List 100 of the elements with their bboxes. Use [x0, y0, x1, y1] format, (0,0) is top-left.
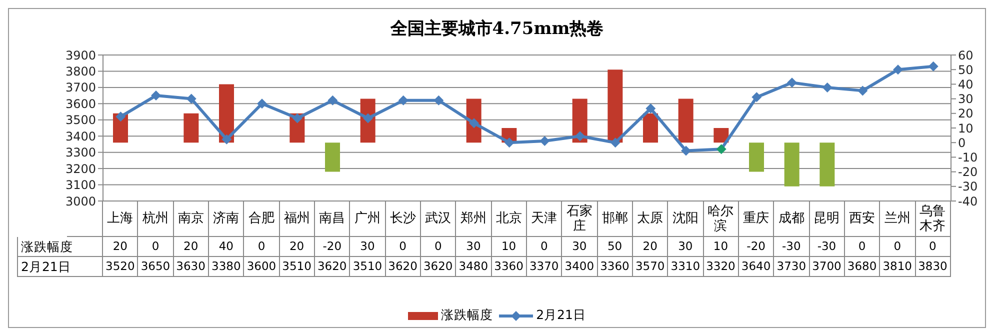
bar: [643, 113, 658, 143]
y-tick-label: 3800: [65, 64, 96, 78]
point: [469, 118, 479, 128]
y-tick-label: 3300: [65, 146, 96, 160]
x-tick-label: 南京: [174, 201, 209, 237]
data-label: 3620: [386, 257, 421, 277]
x-tick-label: 成都: [774, 201, 810, 237]
data-label: 0: [138, 237, 174, 257]
data-label: 3620: [420, 257, 456, 277]
data-label: 20: [280, 237, 315, 257]
data-label: 3830: [916, 257, 951, 277]
data-label: 0: [420, 237, 456, 257]
data-label: 50: [598, 237, 633, 257]
point: [540, 136, 550, 146]
x-tick-label: 兰州: [880, 201, 916, 237]
data-label: 0: [844, 237, 880, 257]
point: [928, 61, 938, 72]
x-tick-label: 合肥: [244, 201, 280, 237]
data-label: 0: [526, 237, 562, 257]
text: 2月21日: [21, 259, 71, 274]
data-label: 3810: [880, 257, 916, 277]
bar: [678, 98, 694, 143]
x-tick-label: 济南: [208, 201, 244, 237]
x-tick-label: 石家庄: [562, 201, 598, 237]
data-label: 3630: [174, 257, 209, 277]
point: [787, 78, 797, 88]
y2-tick-label: 40: [958, 77, 974, 92]
data-label: 3730: [774, 257, 810, 277]
point: [646, 104, 656, 114]
bar: [184, 113, 199, 143]
data-label: 3310: [668, 257, 704, 277]
data-label: 3400: [562, 257, 598, 277]
point: [222, 134, 232, 144]
data-label: 3570: [632, 257, 668, 277]
y-tick-label: 3200: [65, 162, 96, 176]
point: [716, 144, 726, 154]
y2-tick-label: 60: [958, 48, 974, 62]
data-label: 3380: [208, 257, 244, 277]
data-label: 30: [456, 237, 492, 257]
data-label: 30: [562, 237, 598, 257]
data-label: 3370: [526, 257, 562, 277]
x-tick-label: 邯郸: [598, 201, 633, 237]
data-label: 3360: [598, 257, 633, 277]
data-label: 3360: [492, 257, 527, 277]
data-label: 30: [668, 237, 704, 257]
data-label: 3510: [280, 257, 315, 277]
point: [328, 95, 338, 106]
data-label: 0: [880, 237, 916, 257]
data-label: 3620: [314, 257, 350, 277]
x-tick-label: 杭州: [138, 201, 174, 237]
x-tick-label: 北京: [492, 201, 527, 237]
data-label: 3650: [138, 257, 174, 277]
x-tick-label: 沈阳: [668, 201, 704, 237]
data-label: 20: [632, 237, 668, 257]
point: [575, 131, 585, 142]
bar: [714, 128, 729, 143]
data-label: -30: [774, 237, 810, 257]
y2-tick-label: -10: [958, 150, 978, 164]
point: [363, 113, 373, 124]
data-label: 20: [174, 237, 209, 257]
data-label: 3480: [456, 257, 492, 277]
x-tick-label: 武汉: [420, 201, 456, 237]
point: [610, 138, 620, 148]
data-label: -30: [810, 237, 845, 257]
data-label: 0: [244, 237, 280, 257]
x-tick-label: 西安: [844, 201, 880, 237]
point: [858, 86, 868, 96]
x-tick-label: 天津: [526, 201, 562, 237]
x-tick-label: 广州: [350, 201, 386, 237]
point: [434, 95, 444, 106]
bar: [820, 142, 835, 186]
point: [681, 146, 691, 156]
data-label: 0: [916, 237, 951, 257]
chart-title: 全国主要城市4.75mm热卷: [389, 18, 605, 40]
point: [186, 94, 196, 104]
y-tick-label: 3600: [65, 96, 96, 111]
legend-label: 2月21日: [536, 307, 586, 324]
y2-tick-label: 20: [958, 106, 974, 121]
y-tick-label: 3100: [65, 178, 96, 192]
data-label: -20: [738, 237, 774, 257]
x-tick-label: 上海: [103, 201, 138, 237]
data-label: 3510: [350, 257, 386, 277]
data-label: 10: [704, 237, 739, 257]
x-tick-label: 太原: [632, 201, 668, 237]
point: [116, 112, 126, 122]
point: [292, 113, 302, 124]
y2-tick-label: 10: [958, 121, 974, 136]
point: [398, 95, 408, 106]
y-tick-label: 3500: [65, 113, 96, 128]
data-label: 3600: [244, 257, 280, 277]
data-label: 0: [386, 237, 421, 257]
bar: [749, 142, 764, 172]
data-label: 3680: [844, 257, 880, 277]
x-tick-label: 哈尔滨: [704, 201, 739, 237]
y2-tick-label: -40: [958, 194, 978, 208]
x-tick-label: 郑州: [456, 201, 492, 237]
point: [822, 82, 832, 92]
x-tick-label: 长沙: [386, 201, 421, 237]
x-tick-label: 重庆: [738, 201, 774, 237]
x-tick-label: 乌鲁木齐: [916, 201, 951, 237]
